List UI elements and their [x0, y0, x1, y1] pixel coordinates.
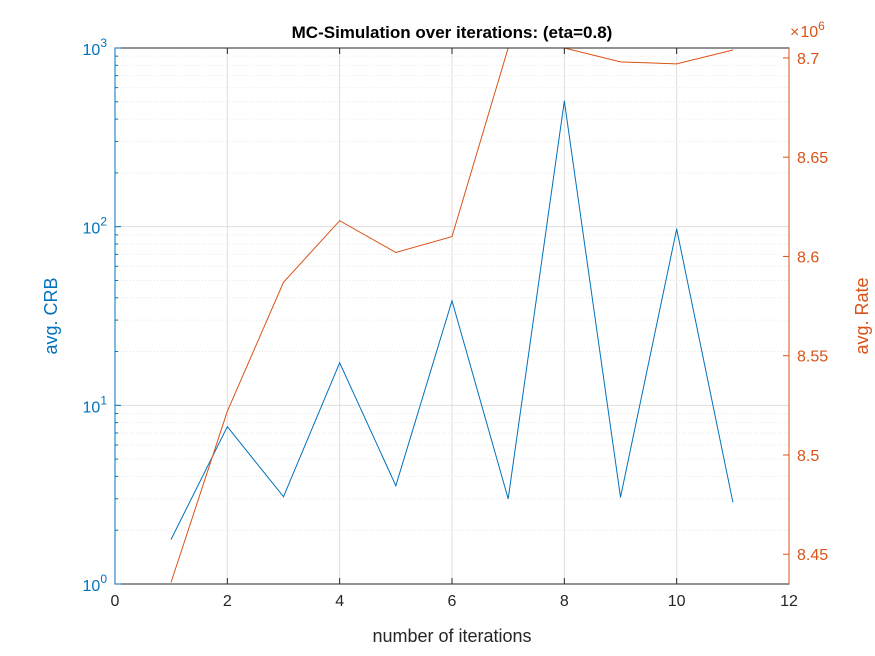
rate-data-point	[451, 236, 453, 238]
grid	[114, 47, 790, 585]
rate-data-point	[226, 410, 228, 412]
crb-data-point	[339, 362, 341, 364]
rate-data-point	[283, 281, 284, 283]
x-tick-label: 10	[668, 593, 686, 610]
crb-data-point	[170, 538, 172, 540]
right-axis: 8.45 8.5 8.55 8.6 8.65 8.7	[783, 48, 828, 584]
right-tick-label: 8.5	[797, 448, 819, 465]
x-axis-label: number of iterations	[372, 626, 531, 646]
right-axis-multiplier: ×106	[790, 19, 825, 41]
right-tick-label: 8.55	[797, 349, 828, 366]
left-axis-label: avg. CRB	[41, 277, 61, 354]
left-tick-exponent: 3	[100, 36, 107, 50]
left-tick-exponent: 1	[100, 393, 107, 407]
left-tick-base: 10	[83, 221, 101, 238]
crb-data-point	[395, 485, 397, 487]
right-tick-label: 8.45	[797, 547, 828, 564]
crb-data-point	[226, 426, 228, 428]
rate-data-point	[732, 49, 734, 51]
left-tick-base: 10	[83, 578, 101, 595]
crb-data-point	[563, 100, 565, 102]
crb-data-point	[507, 498, 509, 500]
chart-title: MC-Simulation over iterations: (eta=0.8)	[292, 23, 613, 42]
right-axis-label: avg. Rate	[852, 277, 872, 354]
left-tick-base: 10	[83, 399, 101, 416]
crb-data-point	[732, 501, 734, 503]
crb-data-point	[283, 496, 284, 498]
left-tick-label: 102	[83, 215, 108, 238]
right-tick-label: 8.7	[797, 51, 819, 68]
rate-data-point	[170, 581, 172, 583]
left-tick-exponent: 2	[100, 215, 107, 229]
multiplier-times: ×	[790, 24, 799, 41]
rate-data-point	[676, 63, 678, 65]
left-tick-exponent: 0	[100, 572, 107, 586]
left-tick-label: 101	[83, 393, 108, 416]
rate-data-point	[339, 220, 341, 222]
series-layer	[170, 48, 734, 583]
crb-data-point	[676, 228, 678, 230]
x-tick-label: 12	[780, 593, 798, 610]
rate-data-point	[395, 251, 397, 253]
right-tick-label: 8.6	[797, 249, 819, 266]
left-tick-base: 10	[83, 42, 101, 59]
x-axis: 0 2 4 6 8 10 12	[111, 48, 798, 610]
right-tick-label: 8.65	[797, 150, 828, 167]
multiplier-exponent: 6	[818, 19, 825, 33]
multiplier-base: 10	[800, 24, 818, 41]
rate-data-point	[620, 61, 621, 63]
crb-data-point	[620, 496, 621, 498]
x-tick-label: 8	[560, 593, 569, 610]
crb-data-point	[451, 300, 453, 302]
x-tick-label: 6	[448, 593, 457, 610]
x-tick-label: 2	[223, 593, 232, 610]
x-tick-label: 4	[335, 593, 344, 610]
left-tick-label: 103	[83, 36, 108, 59]
x-tick-label: 0	[111, 593, 120, 610]
left-tick-label: 100	[83, 572, 108, 595]
